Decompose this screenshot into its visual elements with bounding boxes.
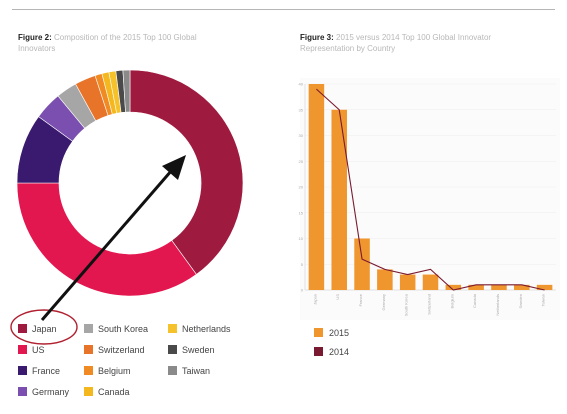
figure2-title-text: Composition of the 2015 Top 100 Global I…: [18, 33, 197, 53]
legend-swatch-germany: [18, 387, 27, 396]
legend-label-2015: 2015: [329, 328, 349, 338]
bar-2015-germany: [377, 269, 393, 290]
x-tick-canada: Canada: [472, 293, 477, 308]
bar-2015-belgium: [445, 284, 462, 290]
legend-label-south-korea: South Korea: [98, 324, 148, 334]
figure3-title-bold: Figure 3:: [300, 33, 334, 42]
donut-slice-taiwan: [122, 69, 131, 113]
x-tick-japan: Japan: [312, 294, 317, 305]
legend-swatch-sweden: [168, 345, 177, 354]
bar-2015-taiwan: [536, 284, 553, 290]
legend-label-taiwan: Taiwan: [182, 366, 210, 376]
japan-highlight-circle: [10, 309, 78, 345]
bar-2015-japan: [308, 84, 325, 290]
legend-swatch-canada: [84, 387, 93, 396]
legend-label-2014: 2014: [329, 347, 349, 357]
y-tick-label: 0: [301, 288, 304, 293]
figure2-title-bold: Figure 2:: [18, 33, 52, 42]
bar-2015-netherlands: [491, 284, 507, 290]
x-tick-france: France: [358, 293, 363, 306]
figure3-title-text: 2015 versus 2014 Top 100 Global Innovato…: [300, 33, 492, 53]
annotation-arrow-head: [162, 155, 186, 180]
y-tick-label: 15: [299, 210, 304, 215]
y-tick-label: 40: [299, 82, 304, 87]
top-divider: [12, 9, 555, 10]
line-2014: [316, 88, 545, 291]
legend-swatch-2014: [314, 347, 323, 356]
legend-swatch-2015: [314, 328, 323, 337]
legend-swatch-netherlands: [168, 324, 177, 333]
legend-label-germany: Germany: [32, 387, 70, 397]
legend-label-belgium: Belgium: [98, 366, 131, 376]
x-tick-netherlands: Netherlands: [495, 294, 500, 316]
y-tick-label: 5: [301, 262, 304, 267]
figure3-title: Figure 3: 2015 versus 2014 Top 100 Globa…: [300, 32, 510, 54]
legend-swatch-us: [18, 345, 27, 354]
legend-label-netherlands: Netherlands: [182, 324, 231, 334]
y-tick-label: 20: [299, 185, 304, 190]
y-tick-label: 25: [299, 159, 304, 164]
bar-2015-canada: [468, 284, 484, 290]
legend-label-japan: Japan: [32, 324, 57, 334]
bar-2015-france: [354, 238, 370, 290]
legend-swatch-france: [18, 366, 27, 375]
x-tick-sweden: Sweden: [518, 294, 523, 308]
legend-label-switzerland: Switzerland: [98, 345, 145, 355]
y-tick-label: 35: [299, 107, 304, 112]
bar-2015-us: [331, 109, 347, 290]
donut-slice-japan: [129, 69, 244, 275]
legend-swatch-taiwan: [168, 366, 177, 375]
donut-slice-us: [16, 182, 197, 297]
y-tick-label: 30: [299, 133, 304, 138]
x-tick-us: US: [335, 294, 340, 300]
legend-label-us: US: [32, 345, 45, 355]
y-tick-label: 10: [299, 236, 304, 241]
x-tick-belgium: Belgium: [449, 293, 454, 308]
legend-swatch-south-korea: [84, 324, 93, 333]
legend-label-sweden: Sweden: [182, 345, 215, 355]
x-tick-south-korea: South Korea: [404, 293, 409, 316]
x-tick-taiwan: Taiwan: [541, 294, 546, 306]
legend-swatch-japan: [18, 324, 27, 333]
bar-2015-sweden: [514, 284, 530, 290]
x-tick-germany: Germany: [381, 294, 386, 310]
bar-2015-switzerland: [422, 274, 439, 290]
legend-label-france: France: [32, 366, 60, 376]
x-tick-switzerland: Switzerland: [427, 294, 432, 315]
figure2-title: Figure 2: Composition of the 2015 Top 10…: [18, 32, 228, 54]
bar-2015-south-korea: [399, 274, 416, 290]
annotation-arrow-shaft: [40, 169, 174, 321]
legend-label-canada: Canada: [98, 387, 130, 397]
legend-swatch-belgium: [84, 366, 93, 375]
legend-swatch-switzerland: [84, 345, 93, 354]
